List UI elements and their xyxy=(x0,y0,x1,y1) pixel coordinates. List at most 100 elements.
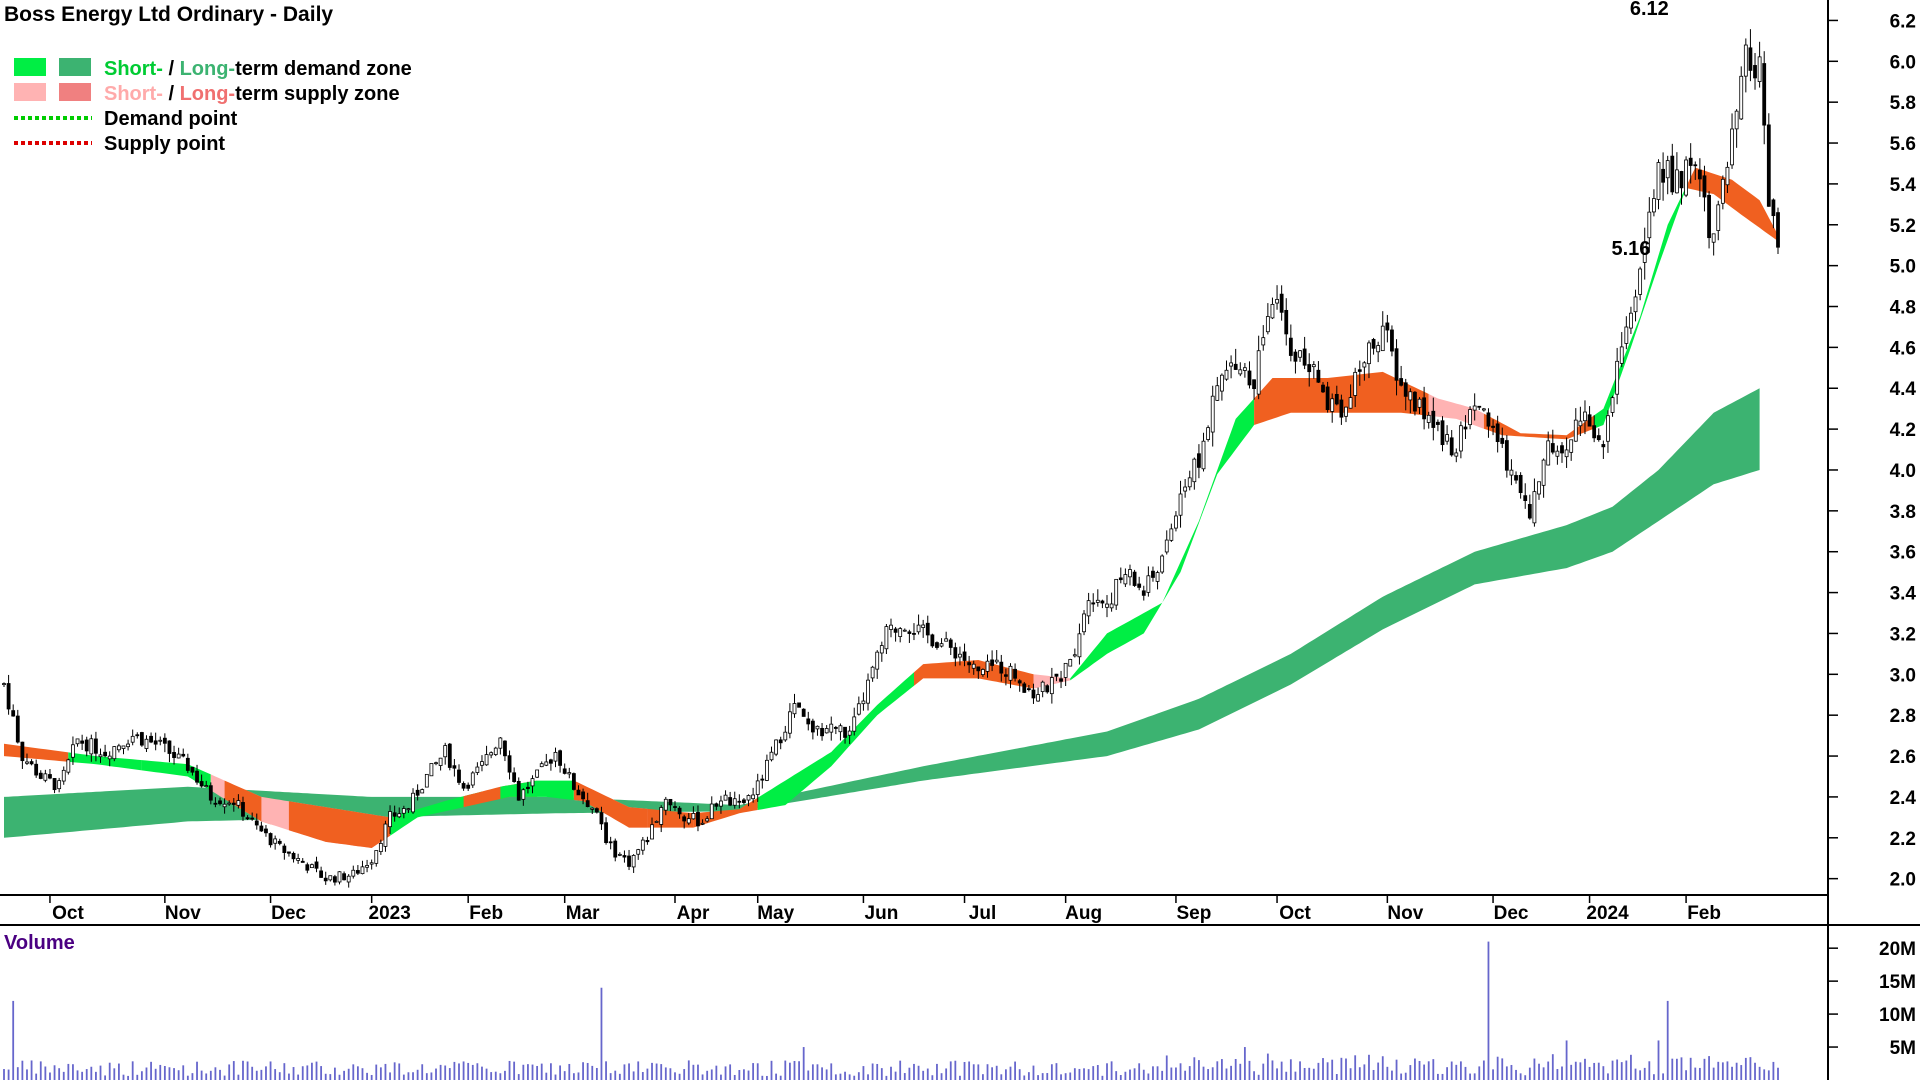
volume-bar xyxy=(1129,1069,1131,1080)
volume-bar xyxy=(131,1061,134,1080)
volume-bar xyxy=(848,1074,851,1080)
candle-body xyxy=(71,744,75,758)
candle-body xyxy=(884,626,889,650)
volume-bar xyxy=(453,1061,456,1080)
candle-body xyxy=(1454,452,1459,457)
candle-body xyxy=(493,747,498,755)
candle-body xyxy=(663,798,668,811)
volume-bar xyxy=(347,1068,350,1080)
volume-bar xyxy=(1519,1073,1522,1080)
candle-body xyxy=(369,862,374,865)
candle-body xyxy=(1114,578,1119,606)
candle-body xyxy=(1748,47,1753,71)
candle-body xyxy=(847,730,852,736)
volume-bar xyxy=(1106,1063,1108,1080)
volume-axis: 5M 10M 15M 20M xyxy=(1828,939,1916,1059)
candle-body xyxy=(558,750,562,766)
candle-body xyxy=(94,738,98,754)
candle-body xyxy=(691,813,696,820)
volume-bar xyxy=(568,1063,571,1080)
price-annotation: 5.16 xyxy=(1611,238,1650,260)
candle-body xyxy=(815,725,820,730)
candle-body xyxy=(512,772,517,782)
volume-bar xyxy=(370,1074,373,1080)
short-term-zone-segment xyxy=(224,780,271,825)
candle-body xyxy=(1578,420,1583,427)
candle-body xyxy=(503,740,507,757)
long-term-zone xyxy=(4,388,1760,838)
time-tick-label: Nov xyxy=(1387,903,1423,924)
volume-bar xyxy=(16,1067,19,1080)
candle-body xyxy=(1036,694,1040,702)
candle-body xyxy=(1284,309,1289,335)
candle-body xyxy=(530,778,535,787)
candle-body xyxy=(420,789,425,794)
candle-body xyxy=(452,765,457,769)
candle-body xyxy=(116,745,121,751)
candle-body xyxy=(939,643,944,647)
candle-body xyxy=(898,628,903,637)
candle-body xyxy=(1610,397,1615,413)
candle-body xyxy=(1270,303,1275,319)
volume-bar xyxy=(899,1060,902,1080)
candle-body xyxy=(484,754,489,766)
volume-bar xyxy=(223,1075,226,1080)
volume-bar xyxy=(1556,1069,1559,1080)
volume-bar xyxy=(1653,1074,1655,1080)
volume-bar xyxy=(467,1062,470,1080)
price-tick-label: 4.0 xyxy=(1890,461,1916,482)
volume-bar xyxy=(1501,1058,1504,1080)
candle-body xyxy=(889,624,893,630)
candle-body xyxy=(264,828,268,834)
volume-bar xyxy=(462,1061,465,1080)
volume-bar xyxy=(26,1069,28,1080)
candle-body xyxy=(1665,160,1670,179)
volume-bar xyxy=(963,1062,966,1080)
volume-bar xyxy=(1312,1068,1315,1080)
volume-bar xyxy=(127,1075,129,1080)
volume-bar xyxy=(1482,1060,1485,1080)
volume-bar xyxy=(618,1073,621,1080)
candle-body xyxy=(415,789,420,796)
volume-bar xyxy=(1712,1067,1715,1080)
candle-body xyxy=(1587,414,1592,427)
volume-bar xyxy=(697,1064,699,1080)
volume-bar xyxy=(122,1074,125,1080)
volume-bar xyxy=(1533,1058,1536,1080)
volume-bar xyxy=(1124,1071,1127,1080)
candle-body xyxy=(61,769,66,782)
volume-bar xyxy=(908,1067,911,1080)
candle-body xyxy=(631,855,636,868)
candle-body xyxy=(1146,575,1151,593)
candle-body xyxy=(714,803,719,807)
candle-body xyxy=(636,849,641,855)
candle-body xyxy=(967,662,972,666)
candle-body xyxy=(627,855,631,867)
volume-bar xyxy=(1597,1062,1600,1080)
candle-body xyxy=(1697,169,1702,180)
volume-bar xyxy=(577,1072,580,1080)
volume-bar xyxy=(1625,1060,1628,1080)
volume-bar xyxy=(1689,1057,1692,1080)
candle-body xyxy=(1408,391,1413,401)
volume-bar xyxy=(991,1067,994,1080)
time-tick-label: Mar xyxy=(566,903,600,924)
volume-bar xyxy=(1266,1053,1269,1080)
volume-bar xyxy=(1611,1060,1614,1080)
candle-body xyxy=(1091,602,1096,605)
time-tick-label: Jul xyxy=(969,903,996,924)
candle-body xyxy=(1564,449,1569,458)
volume-bar xyxy=(756,1063,759,1080)
candle-body xyxy=(287,851,291,854)
candle-body xyxy=(1141,590,1146,596)
volume-bar xyxy=(292,1067,295,1080)
volume-bar xyxy=(903,1073,906,1080)
volume-bar xyxy=(1616,1059,1619,1080)
volume-bar xyxy=(1202,1066,1205,1080)
volume-bar xyxy=(1432,1059,1435,1080)
volume-bar xyxy=(1487,941,1490,1080)
volume-bar xyxy=(1317,1062,1320,1080)
candle-body xyxy=(1550,443,1555,453)
candle-body xyxy=(153,740,158,745)
volume-bar xyxy=(982,1074,984,1080)
